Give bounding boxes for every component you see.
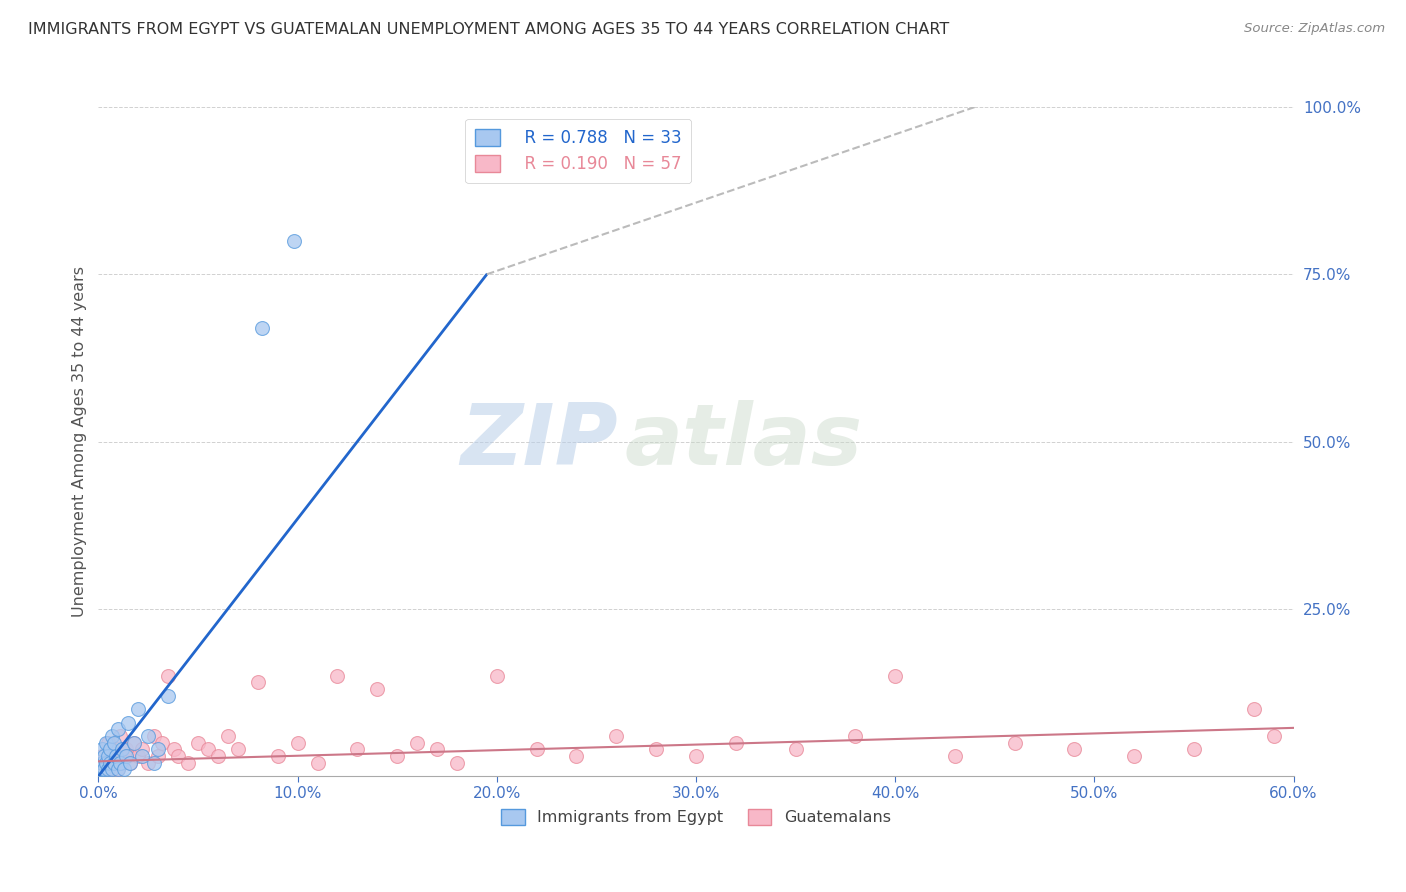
- Legend: Immigrants from Egypt, Guatemalans: Immigrants from Egypt, Guatemalans: [495, 802, 897, 831]
- Point: [685, 749, 707, 764]
- Point: [96, 735, 118, 749]
- Point: [120, 756, 142, 770]
- Point: [283, 234, 305, 248]
- Point: [111, 756, 134, 770]
- Point: [1263, 729, 1285, 743]
- Point: [250, 320, 273, 334]
- Text: atlas: atlas: [624, 400, 862, 483]
- Point: [98, 762, 122, 776]
- Point: [115, 749, 138, 764]
- Point: [426, 742, 449, 756]
- Point: [1243, 702, 1265, 716]
- Point: [91, 742, 114, 756]
- Point: [91, 756, 114, 770]
- Point: [485, 669, 508, 683]
- Point: [97, 735, 120, 749]
- Point: [226, 742, 249, 756]
- Text: ZIP: ZIP: [461, 400, 619, 483]
- Point: [96, 756, 118, 770]
- Point: [107, 723, 129, 737]
- Point: [187, 735, 209, 749]
- Point: [127, 702, 149, 716]
- Point: [101, 742, 124, 756]
- Point: [105, 749, 128, 764]
- Point: [943, 749, 966, 764]
- Point: [103, 756, 125, 770]
- Point: [120, 756, 142, 770]
- Point: [844, 729, 866, 743]
- Point: [724, 735, 747, 749]
- Point: [101, 762, 124, 776]
- Point: [157, 689, 180, 703]
- Point: [117, 715, 139, 730]
- Point: [287, 735, 309, 749]
- Point: [101, 729, 124, 743]
- Point: [91, 749, 114, 764]
- Text: IMMIGRANTS FROM EGYPT VS GUATEMALAN UNEMPLOYMENT AMONG AGES 35 TO 44 YEARS CORRE: IMMIGRANTS FROM EGYPT VS GUATEMALAN UNEM…: [28, 22, 949, 37]
- Point: [93, 762, 115, 776]
- Point: [217, 729, 239, 743]
- Point: [1004, 735, 1026, 749]
- Point: [406, 735, 429, 749]
- Point: [96, 756, 118, 770]
- Point: [167, 749, 190, 764]
- Point: [1182, 742, 1205, 756]
- Point: [884, 669, 907, 683]
- Point: [148, 742, 170, 756]
- Point: [785, 742, 807, 756]
- Point: [103, 756, 125, 770]
- Point: [124, 735, 146, 749]
- Point: [107, 762, 129, 776]
- Point: [124, 735, 146, 749]
- Point: [97, 762, 120, 776]
- Point: [136, 729, 159, 743]
- Point: [117, 749, 139, 764]
- Y-axis label: Unemployment Among Ages 35 to 44 years: Unemployment Among Ages 35 to 44 years: [72, 266, 87, 617]
- Point: [98, 756, 122, 770]
- Point: [207, 749, 229, 764]
- Point: [346, 742, 368, 756]
- Point: [107, 762, 129, 776]
- Point: [112, 762, 135, 776]
- Point: [89, 762, 111, 776]
- Point: [1123, 749, 1146, 764]
- Point: [1063, 742, 1085, 756]
- Point: [307, 756, 329, 770]
- Point: [105, 749, 128, 764]
- Point: [163, 742, 186, 756]
- Point: [246, 675, 269, 690]
- Point: [143, 729, 166, 743]
- Point: [98, 742, 122, 756]
- Point: [267, 749, 290, 764]
- Point: [136, 756, 159, 770]
- Point: [115, 742, 138, 756]
- Point: [127, 749, 149, 764]
- Point: [385, 749, 409, 764]
- Point: [526, 742, 548, 756]
- Point: [110, 756, 132, 770]
- Point: [565, 749, 588, 764]
- Point: [366, 681, 388, 696]
- Point: [110, 729, 132, 743]
- Point: [157, 669, 180, 683]
- Point: [150, 735, 173, 749]
- Point: [131, 742, 153, 756]
- Point: [131, 749, 153, 764]
- Point: [326, 669, 349, 683]
- Text: Source: ZipAtlas.com: Source: ZipAtlas.com: [1244, 22, 1385, 36]
- Point: [446, 756, 468, 770]
- Point: [143, 756, 166, 770]
- Point: [97, 749, 120, 764]
- Point: [197, 742, 219, 756]
- Point: [111, 742, 134, 756]
- Point: [93, 749, 115, 764]
- Point: [103, 735, 125, 749]
- Point: [177, 756, 200, 770]
- Point: [148, 749, 170, 764]
- Point: [605, 729, 627, 743]
- Point: [645, 742, 668, 756]
